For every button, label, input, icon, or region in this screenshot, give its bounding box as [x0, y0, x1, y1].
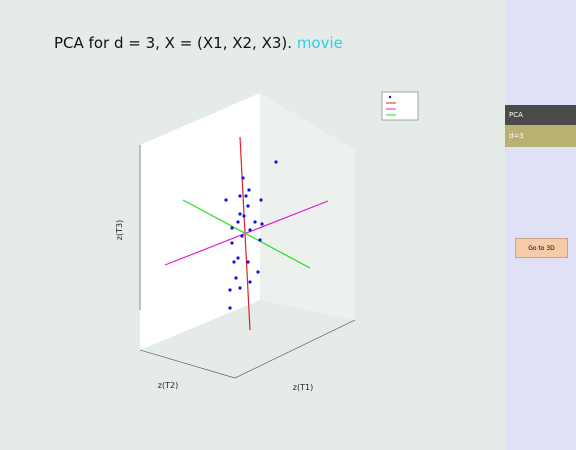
axis-label: z(T2) [158, 381, 178, 390]
axis-label: z(T3) [115, 220, 124, 240]
sidebar: PCA d=3 Go to 3D [505, 0, 576, 450]
slide-title: PCA for d = 3, X = (X1, X2, X3). movie [54, 34, 343, 52]
axis-label: z(T1) [293, 383, 313, 392]
back-wall-left [140, 93, 260, 350]
legend [381, 91, 419, 121]
movie-link[interactable]: movie [296, 34, 343, 52]
pc2-line [164, 200, 329, 266]
button[interactable]: Go to 3D [515, 238, 568, 258]
title-text: PCA for d = 3, X = (X1, X2, X3). [54, 34, 293, 52]
pca-plot: z(T3) z(T2) z(T1) [115, 91, 419, 392]
data-points [224, 160, 278, 310]
nav-item[interactable]: d=3 [505, 125, 576, 147]
nav-item[interactable]: PCA [505, 105, 576, 125]
back-wall-right [260, 93, 355, 320]
floor-edge [139, 319, 356, 379]
pc3-line [182, 199, 311, 269]
